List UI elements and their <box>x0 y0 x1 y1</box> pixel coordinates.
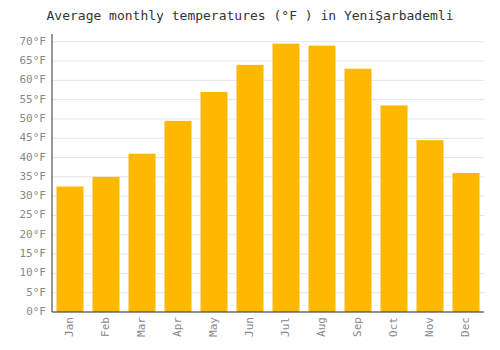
x-tick-label: Jun <box>243 317 256 337</box>
bar <box>201 92 228 312</box>
y-axis: 0°F 5°F 10°F 15°F 20°F 25°F 30°F 35°F 40°F 45°F 50… <box>20 35 47 318</box>
y-tick-label: 40°F <box>20 151 47 164</box>
y-tick-label: 50°F <box>20 112 47 125</box>
x-tick-label: May <box>207 317 220 337</box>
bars <box>57 44 480 312</box>
y-tick-label: 25°F <box>20 208 47 221</box>
grid-line <box>52 41 484 42</box>
y-tick-label: 5°F <box>26 286 46 299</box>
x-axis-line <box>52 312 484 313</box>
y-axis-line <box>52 34 53 312</box>
x-tick-label: Feb <box>99 317 112 337</box>
x-tick-label: Apr <box>171 317 184 337</box>
grid-line <box>52 99 484 100</box>
chart-container: 0°F 5°F 10°F 15°F 20°F 25°F 30°F 35°F 40°F 45°F 50… <box>0 0 500 350</box>
bar <box>129 154 156 312</box>
grid-line <box>52 118 484 119</box>
bar <box>237 65 264 312</box>
x-axis: Jan Feb Mar Apr May Jun Jul Aug Sep Oct Nov Dec <box>63 317 472 337</box>
grid-line <box>52 61 484 62</box>
grid-line <box>52 138 484 139</box>
x-tick-label: Oct <box>387 317 400 337</box>
bar <box>273 44 300 312</box>
y-tick-label: 30°F <box>20 189 47 202</box>
grid-line <box>52 80 484 81</box>
x-tick-label: Nov <box>423 317 436 337</box>
x-tick-label: Aug <box>315 317 328 337</box>
y-tick-label: 20°F <box>20 228 47 241</box>
chart-title: Average monthly temperatures (°F ) in Ye… <box>47 8 454 23</box>
x-tick-label: Jul <box>279 317 292 337</box>
bar <box>165 121 192 312</box>
y-tick-label: 45°F <box>20 131 47 144</box>
bar <box>381 105 408 312</box>
y-tick-label: 65°F <box>20 54 47 67</box>
y-tick-label: 15°F <box>20 247 47 260</box>
x-tick-label: Dec <box>459 317 472 337</box>
y-tick-label: 70°F <box>20 35 47 48</box>
bar <box>93 177 120 312</box>
bar <box>345 69 372 312</box>
bar <box>417 140 444 312</box>
y-tick-label: 35°F <box>20 170 47 183</box>
bar <box>453 173 480 312</box>
x-tick-label: Sep <box>351 317 364 337</box>
bar <box>57 187 84 312</box>
y-tick-label: 60°F <box>20 73 47 86</box>
y-tick-label: 10°F <box>20 266 47 279</box>
x-tick-label: Mar <box>135 317 148 337</box>
bar <box>309 46 336 312</box>
y-grid <box>52 42 484 312</box>
x-tick-label: Jan <box>63 317 76 337</box>
chart-svg: 0°F 5°F 10°F 15°F 20°F 25°F 30°F 35°F 40°F 45°F 50… <box>0 0 500 350</box>
grid-line <box>52 312 484 313</box>
y-tick-label: 0°F <box>26 305 46 318</box>
y-tick-label: 55°F <box>20 93 47 106</box>
